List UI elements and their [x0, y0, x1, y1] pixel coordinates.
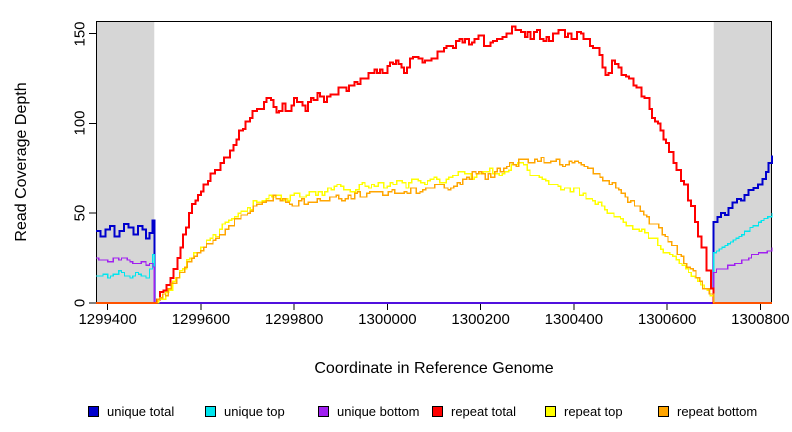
legend-label: repeat total [451, 404, 517, 419]
x-tick-label: 1300000 [358, 311, 417, 328]
series-line-unique-bottom [96, 247, 773, 304]
legend-label: unique top [224, 404, 285, 419]
legend-swatch-icon [658, 406, 669, 417]
y-tick-label: 50 [71, 204, 89, 222]
legend-label: repeat bottom [677, 404, 758, 419]
legend-swatch-icon [88, 406, 99, 417]
x-tick-label: 1299800 [264, 311, 324, 328]
y-tick-label: 150 [71, 21, 89, 47]
legend-label: repeat top [564, 404, 623, 419]
legend-item-unique-total: unique total [88, 404, 174, 419]
shaded-region [96, 21, 155, 303]
legend-swatch-icon [318, 406, 329, 417]
shaded-region [713, 21, 772, 303]
series-line-repeat-top [96, 162, 772, 304]
y-tick-label: 0 [71, 298, 89, 308]
legend-swatch-icon [545, 406, 556, 417]
legend-item-repeat-top: repeat top [545, 404, 623, 419]
series-line-repeat-total [96, 25, 772, 304]
x-tick-label: 1299600 [171, 311, 231, 328]
series-line-unique-top [96, 213, 773, 304]
x-tick-label: 1299400 [78, 311, 137, 328]
x-tick-label: 1300400 [544, 311, 604, 328]
x-tick-label: 1300600 [637, 311, 697, 328]
x-tick-label: 1300800 [731, 311, 790, 328]
y-axis-title: Read Coverage Depth [13, 82, 30, 242]
y-tick-label: 100 [71, 110, 89, 136]
legend-swatch-icon [432, 406, 443, 417]
x-axis-title: Coordinate in Reference Genome [314, 360, 554, 377]
legend-item-unique-bottom: unique bottom [318, 404, 419, 419]
legend-item-unique-top: unique top [205, 404, 285, 419]
legend-item-repeat-bottom: repeat bottom [658, 404, 757, 419]
x-tick-label: 1300200 [451, 311, 510, 328]
legend-label: unique total [107, 404, 175, 419]
series-line-repeat-bottom [96, 156, 772, 304]
plot-border [96, 21, 772, 303]
legend-swatch-icon [205, 406, 216, 417]
legend-label: unique bottom [337, 404, 420, 419]
legend-item-repeat-total: repeat total [432, 404, 516, 419]
